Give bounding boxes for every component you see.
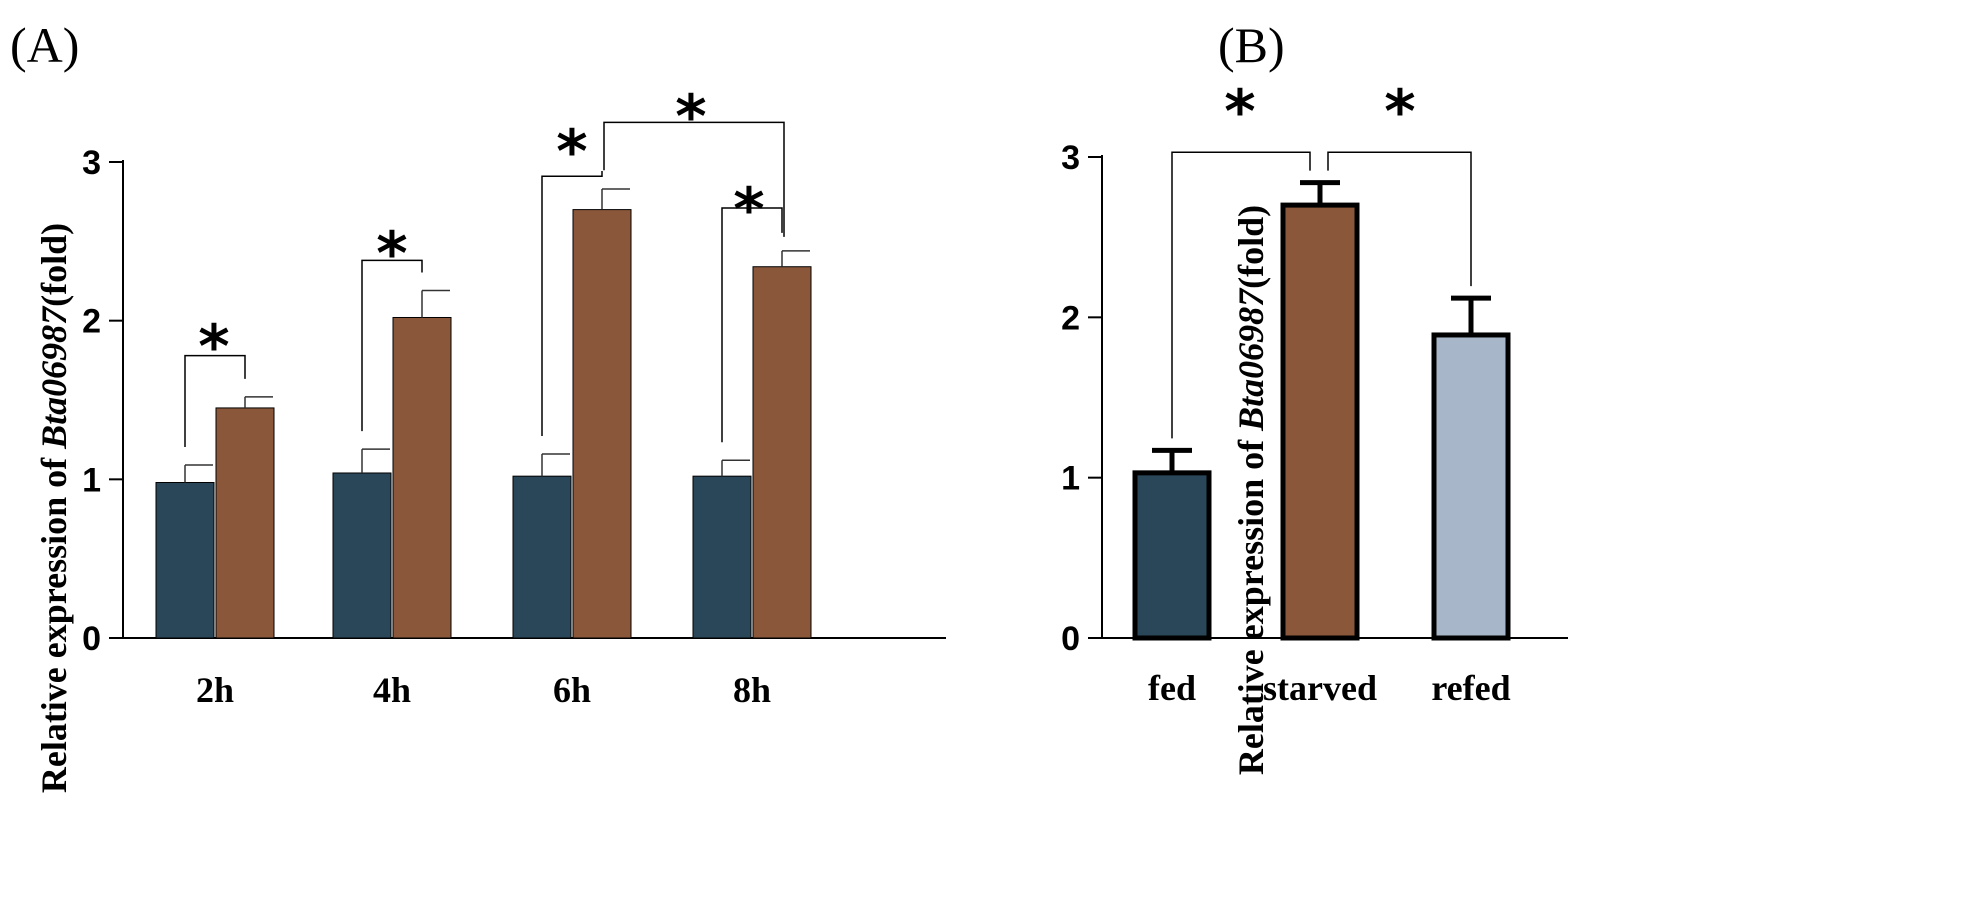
panel-a-bar-treated-2h <box>215 407 275 639</box>
panel-a-y-axis-label: Relative expression of Bta06987(fold) <box>34 223 74 793</box>
panel-a-significance-star: * <box>675 82 706 152</box>
panel-a-x-tick-label: 8h <box>733 670 771 710</box>
panel-a-x-tick-label: 6h <box>553 670 591 710</box>
panel-a-y-tick-label: 1 <box>82 461 101 499</box>
panel-a-bar-control-6h <box>512 475 572 639</box>
panel-a-significance-star: * <box>733 175 764 245</box>
panel-b-y-tick-label: 3 <box>1061 139 1080 177</box>
panel-a-y-tick-label: 0 <box>82 620 101 658</box>
panel-b-significance-star: * <box>1384 77 1415 147</box>
panel-a-significance-bracket <box>361 259 423 432</box>
panel-a-significance-bracket <box>541 170 603 436</box>
panel-b-chart: (B) Relative expression of Bta06987(fold… <box>1061 17 1568 775</box>
panel-b-label: (B) <box>1218 17 1285 73</box>
panel-a-bar-control-8h <box>692 475 752 639</box>
panel-a-y-tick-label: 2 <box>82 303 101 341</box>
panel-b-y-tick-label: 1 <box>1061 460 1080 498</box>
panel-b-x-tick-label: fed <box>1148 668 1196 708</box>
panel-a-bar-treated-6h <box>572 209 632 639</box>
panel-b-y-tick-label: 0 <box>1061 620 1080 658</box>
panel-b-bar-fed <box>1132 470 1212 641</box>
panel-a-significance-bracket <box>184 354 246 448</box>
panel-a-label: (A) <box>10 17 79 73</box>
panel-b-significance-bracket <box>1327 151 1472 287</box>
panel-a-x-tick-label: 2h <box>196 670 234 710</box>
panel-b-y-tick-label: 2 <box>1061 299 1080 337</box>
panel-b-significance-bracket <box>1171 151 1311 439</box>
panel-a-bar-treated-4h <box>392 316 452 639</box>
panel-a-significance-bracket <box>603 121 785 237</box>
panel-b-y-axis-label: Relative expression of Bta06987(fold) <box>1231 205 1271 775</box>
panel-a-chart: (A) Relative expression of Bta06987(fold… <box>10 17 946 793</box>
panel-a-bar-control-4h <box>332 472 392 639</box>
panel-b-significance-star: * <box>1224 77 1255 147</box>
panel-b-bar-starved <box>1280 202 1360 641</box>
panel-a-bar-control-2h <box>155 482 215 639</box>
panel-a-significance-star: * <box>376 219 407 289</box>
panel-b-x-tick-label: refed <box>1431 668 1510 708</box>
panel-a-x-tick-label: 4h <box>373 670 411 710</box>
panel-b-bar-refed <box>1431 332 1511 641</box>
panel-a-significance-star: * <box>556 117 587 187</box>
panel-a-significance-star: * <box>198 312 229 382</box>
panel-a-y-tick-label: 3 <box>82 144 101 182</box>
panel-a-significance-bracket <box>721 207 783 443</box>
panel-b-x-tick-label: starved <box>1263 668 1377 708</box>
panel-a-bar-treated-8h <box>752 266 812 639</box>
